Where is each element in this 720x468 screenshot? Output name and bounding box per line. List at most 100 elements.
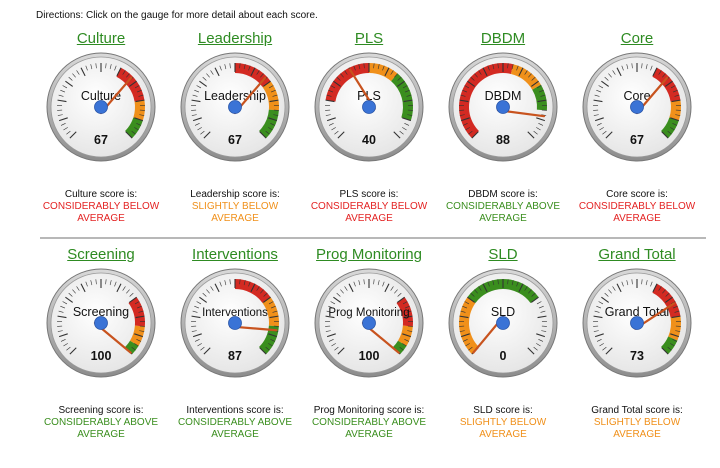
gauge-tick: [65, 80, 74, 87]
gauge-zone-band: [262, 297, 279, 327]
gauge-tick: [518, 67, 524, 77]
gauge-tick: [474, 289, 478, 294]
gauge-tick: [337, 347, 345, 355]
gauge-tick: [197, 343, 202, 347]
gauge-tick: [333, 296, 342, 303]
gauge-zone-band: [128, 297, 145, 327]
gauge-title-link-interventions[interactable]: Interventions: [192, 246, 278, 263]
gauge-tick: [602, 346, 607, 351]
gauge-tick: [596, 123, 602, 126]
gauge-dbdm[interactable]: DBDM 88: [448, 52, 558, 162]
gauge-tick: [465, 343, 470, 347]
gauge-tick: [594, 117, 604, 122]
gauge-title-link-culture[interactable]: Culture: [76, 30, 126, 47]
gauge-prog-monitoring[interactable]: Prog Monitoring 100: [314, 268, 424, 378]
gauge-tick: [468, 346, 473, 351]
gauge-tick: [265, 346, 270, 351]
gauge-tick: [478, 286, 482, 291]
gauge-card-interventions: Interventions Interventions 87 Intervention…: [168, 244, 302, 459]
gauge-tick: [260, 289, 264, 294]
gauge-tick: [536, 127, 541, 131]
gauge-tick: [531, 76, 536, 81]
gauge-tick: [511, 64, 514, 70]
gauge-sld[interactable]: SLD 0: [448, 268, 558, 378]
gauge-tick: [670, 127, 675, 131]
gauge-tick: [407, 114, 413, 116]
gauge-title-link-sld[interactable]: SLD: [488, 246, 518, 263]
gauge-tick: [57, 114, 63, 116]
gauge-tick: [460, 117, 470, 122]
gauge-zone-band: [459, 297, 479, 355]
gauge-value: 88: [496, 133, 510, 147]
gauge-zone-band: [510, 64, 541, 90]
gauge-label: SLD: [491, 305, 515, 319]
gauge-zone-band: [391, 73, 413, 121]
gauge-tick: [497, 279, 499, 285]
gauge-zone-band: [262, 81, 279, 111]
gauge-tick: [650, 65, 653, 71]
gauge-tick: [593, 330, 599, 332]
gauge-tick: [139, 114, 145, 116]
gauge-title-link-core[interactable]: Core: [620, 30, 654, 47]
gauge-tick: [536, 333, 546, 338]
gauge-hub: [228, 316, 242, 330]
gauge-tick: [262, 296, 271, 303]
gauge-tick: [72, 73, 76, 78]
gauge-core[interactable]: Core 67: [582, 52, 692, 162]
gauge-tick: [270, 89, 276, 93]
gauge-row-1: Culture Culture 67 Culture score is: CONSIDE…: [34, 28, 706, 243]
gauge-culture[interactable]: Culture 67: [46, 52, 156, 162]
gauge-card-grand-total: Grand Total Grand Total 73 Grand Total scor…: [570, 244, 704, 459]
gauge-tick: [331, 127, 336, 131]
gauge-tick: [90, 64, 93, 70]
gauge-tick: [134, 333, 144, 338]
gauge-value: 67: [630, 133, 644, 147]
gauge-tick: [58, 94, 64, 97]
gauge-title-link-grand-total[interactable]: Grand Total: [598, 246, 676, 263]
gauge-tick: [373, 63, 375, 69]
gauge-tick: [58, 310, 64, 313]
gauge-tick: [470, 292, 475, 297]
gauge-tick: [538, 339, 544, 342]
gauge-tick: [516, 281, 519, 287]
gauge-tick: [114, 281, 117, 287]
gauge-interventions[interactable]: Interventions 87: [180, 268, 290, 378]
gauge-tick: [399, 346, 404, 351]
gauge-tick: [109, 64, 112, 70]
gauge-tick: [129, 292, 134, 297]
gauge-tick: [664, 80, 673, 87]
gauge-tick: [533, 346, 538, 351]
gauge-tick: [134, 85, 140, 89]
gauge-title-link-pls[interactable]: PLS: [354, 30, 384, 47]
gauge-title-link-prog-monitoring[interactable]: Prog Monitoring: [316, 246, 422, 263]
gauge-tick: [219, 65, 222, 71]
gauge-tick: [270, 339, 276, 342]
gauge-tick: [533, 130, 538, 135]
gauge-tick: [474, 73, 478, 78]
gauge-pls[interactable]: PLS 40: [314, 52, 424, 162]
gauge-tick: [384, 67, 390, 77]
gauge-tick: [63, 127, 68, 131]
gauge-screening[interactable]: Screening 100: [46, 268, 156, 378]
gauge-tick: [459, 315, 469, 319]
gauge-leadership[interactable]: Leadership 67: [180, 52, 290, 162]
gauge-tick: [76, 286, 80, 291]
score-caption: SLD score is:: [473, 405, 533, 416]
gauge-hub: [94, 100, 108, 114]
gauge-grand-total[interactable]: Grand Total 73: [582, 268, 692, 378]
gauge-zone-band: [661, 117, 679, 139]
gauge-zone-band: [125, 117, 143, 139]
gauge-tick: [256, 286, 260, 291]
gauge-tick: [326, 310, 332, 313]
gauge-card-pls: PLS PLS 40 PLS score is: CONSIDERABLY BELOW …: [302, 28, 436, 243]
gauge-title-link-leadership[interactable]: Leadership: [197, 30, 273, 47]
gauge-tick: [60, 123, 66, 126]
gauge-title-link-dbdm[interactable]: DBDM: [480, 30, 526, 47]
gauge-tick: [527, 347, 535, 355]
gauge-tick: [641, 279, 643, 285]
gauge-tick: [462, 123, 468, 126]
gauge-zone-band: [369, 63, 398, 82]
gauge-tick: [596, 305, 602, 309]
gauge-title-link-screening[interactable]: Screening: [67, 246, 135, 263]
gauge-row-2: Screening Screening 100 Screening score is:…: [34, 244, 706, 459]
